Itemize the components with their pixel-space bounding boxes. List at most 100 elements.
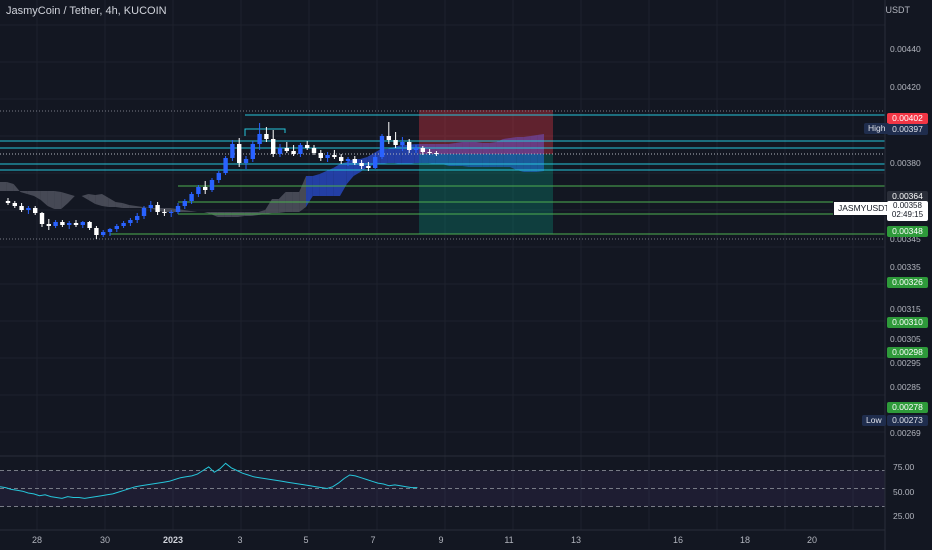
candle-body (373, 157, 378, 168)
candle-body (366, 166, 371, 168)
cloud-segment (448, 143, 456, 166)
cloud-segment (61, 192, 68, 209)
candle-body (189, 194, 194, 201)
candle-body (73, 223, 79, 225)
candle-body (67, 223, 72, 225)
cloud-segment (503, 138, 510, 167)
cloud-segment (129, 205, 136, 208)
date-tick: 16 (672, 535, 684, 545)
price-tick: 0.00305 (890, 334, 921, 344)
cloud-segment (530, 135, 538, 172)
rsi-tick: 75.00 (893, 462, 915, 472)
candle-body (264, 134, 269, 139)
price-tick: 0.00420 (890, 82, 921, 92)
cloud-segment (306, 176, 313, 207)
candle-body (277, 148, 283, 154)
candle-countdown: 02:49:15 (891, 210, 924, 219)
cloud-segment (88, 194, 96, 204)
candle-body (230, 144, 235, 158)
date-tick: 30 (99, 535, 111, 545)
candle-body (26, 208, 31, 210)
candle-body (434, 153, 439, 154)
candle-body (427, 152, 432, 153)
price-tick: 0.00315 (890, 304, 921, 314)
current-price-tag: 0.00358 02:49:15 (887, 201, 928, 221)
date-tick: 11 (504, 535, 514, 545)
high-marker (244, 128, 286, 136)
cloud-segment (108, 198, 116, 207)
candle-body (39, 213, 45, 224)
candle-body (413, 148, 419, 150)
date-tick: 20 (806, 535, 818, 545)
level-tag-0298: 0.00298 (887, 347, 928, 358)
cloud-segment (81, 194, 89, 200)
level-tag-0310: 0.00310 (887, 317, 928, 328)
cloud-segment (326, 168, 334, 196)
cloud-segment (482, 143, 490, 167)
candle-body (155, 205, 160, 212)
candle-body (400, 142, 405, 145)
date-tick: 3 (237, 535, 243, 545)
cloud-segment (442, 144, 449, 166)
stop-loss-zone (419, 110, 553, 154)
take-profit-zone (419, 154, 553, 234)
cloud-segment (312, 174, 320, 196)
candle-body (237, 144, 242, 163)
cloud-segment (516, 137, 524, 172)
cloud-segment (299, 176, 306, 212)
cloud-segment (537, 134, 544, 172)
candle-body (339, 157, 344, 161)
candle-body (203, 187, 208, 190)
candle-body (114, 226, 119, 229)
cloud-segment (13, 184, 21, 192)
cloud-segment (340, 162, 347, 196)
candle-body (359, 163, 364, 166)
price-tick: 0.00335 (890, 262, 921, 272)
candle-body (291, 151, 296, 154)
candle-body (53, 222, 58, 226)
symbol-title: JasmyCoin / Tether, 4h, KUCOIN (6, 5, 167, 17)
candle-body (271, 139, 276, 154)
rsi-line (0, 462, 418, 499)
price-tick: 0.00345 (890, 234, 921, 244)
level-tag-0278: 0.00278 (887, 402, 928, 413)
candle-body (87, 222, 92, 228)
date-tick: 5 (303, 535, 309, 545)
candle-body (80, 222, 85, 225)
candle-body (12, 203, 17, 206)
date-tick: 18 (739, 535, 751, 545)
cloud-segment (319, 171, 327, 196)
level-tag-0326: 0.00326 (887, 277, 928, 288)
candle-body (107, 229, 113, 232)
candle-body (305, 145, 310, 148)
cloud-segment (333, 164, 340, 196)
candle-body (175, 206, 181, 212)
cloud-segment (387, 147, 395, 163)
cloud-segment (68, 194, 75, 203)
candle-body (407, 142, 412, 150)
date-tick: 9 (438, 535, 444, 545)
cloud-segment (401, 145, 408, 164)
cloud-segment (20, 191, 28, 194)
candle-body (420, 148, 425, 152)
candle-body (379, 136, 385, 157)
candle-body (5, 201, 11, 203)
candle-body (250, 144, 255, 159)
cloud-segment (190, 211, 198, 212)
candle-body (393, 140, 398, 145)
cloud-segment (115, 202, 123, 208)
price-tick: 0.00285 (890, 382, 921, 392)
cloud-segment (27, 191, 34, 196)
candle-body (284, 148, 289, 151)
cloud-segment (47, 191, 55, 209)
price-tick: 0.00295 (890, 358, 921, 368)
cloud-segment (183, 210, 191, 212)
cloud-segment (6, 182, 14, 191)
candle-body (298, 145, 303, 154)
candle-body (325, 155, 330, 158)
cloud-segment (523, 136, 531, 172)
rsi-tick: 50.00 (893, 487, 915, 497)
candle-body (121, 223, 126, 226)
